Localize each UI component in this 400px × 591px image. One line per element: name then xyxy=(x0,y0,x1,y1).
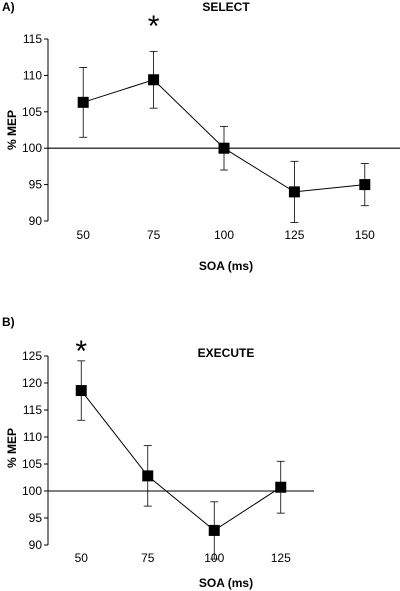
panel-b-x-tick-label: 125 xyxy=(271,551,291,565)
panel-a-data-point xyxy=(359,179,371,191)
panel-b-y-axis-title: % MEP xyxy=(5,428,19,468)
panel-b-series-line xyxy=(80,390,282,532)
panel-b-y-tick-label: 105 xyxy=(22,457,42,471)
panel-b-label: B) xyxy=(2,315,15,329)
panel-b-y-tick-label: 115 xyxy=(23,403,42,417)
panel-a-y-tick-label: 95 xyxy=(29,178,43,192)
panel-a-label: A) xyxy=(2,0,15,14)
panel-b-x-axis-title: SOA (ms) xyxy=(199,576,253,590)
panel-a-y-tick-label: 100 xyxy=(22,141,42,155)
panel-b-y-tick-label: 95 xyxy=(29,511,43,525)
panel-a-x-tick-label: 100 xyxy=(214,228,234,242)
panel-b-data-point xyxy=(75,385,87,397)
panel-a-y-tick-label: 105 xyxy=(22,105,42,119)
panel-a-x-tick-label: 125 xyxy=(284,228,304,242)
panel-b-x-tick-label: 50 xyxy=(75,551,89,565)
panel-a-data-point xyxy=(148,74,160,86)
panel-a-x-tick-label: 150 xyxy=(355,228,375,242)
panel-a-y-tick-label: 110 xyxy=(23,68,42,82)
panel-b-title: EXECUTE xyxy=(198,346,255,360)
panel-a-x-tick-label: 75 xyxy=(147,228,161,242)
panel-a-y-axis-title: % MEP xyxy=(5,110,19,150)
panel-a-data-point xyxy=(288,186,300,198)
panel-b-data-point xyxy=(208,524,220,536)
panel-a-chart: A) SELECT % MEP SOA (ms) 90 95 100 105 110 11… xyxy=(2,0,400,273)
panel-a-data-point xyxy=(218,142,230,154)
panel-b-y-tick-label: 110 xyxy=(23,430,42,444)
panel-a-data-point xyxy=(77,96,89,108)
panel-b-y-tick-label: 120 xyxy=(22,376,42,390)
panel-b-x-tick-label: 75 xyxy=(141,551,155,565)
panel-b-data-point xyxy=(275,481,287,493)
panel-a-y-tick-label: 90 xyxy=(29,214,43,228)
panel-b-chart: B) EXECUTE % MEP SOA (ms) 90 95 100 105 110 1… xyxy=(2,315,314,590)
panel-a-x-axis-title: SOA (ms) xyxy=(199,259,253,273)
panel-a-x-tick-label: 50 xyxy=(77,228,91,242)
panel-a-title: SELECT xyxy=(202,0,250,14)
panel-b-significance-star: * xyxy=(75,335,87,368)
panel-a-y-tick-label: 115 xyxy=(23,32,42,46)
panel-b-y-tick-label: 100 xyxy=(22,484,42,498)
panel-a-significance-star: * xyxy=(148,10,160,43)
panel-b-data-point xyxy=(142,470,154,482)
panel-b-y-tick-label: 125 xyxy=(22,349,42,363)
panel-b-y-tick-label: 90 xyxy=(29,538,43,552)
